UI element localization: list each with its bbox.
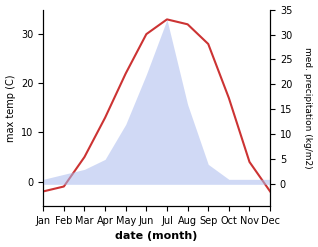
X-axis label: date (month): date (month) <box>115 231 198 242</box>
Y-axis label: max temp (C): max temp (C) <box>5 74 16 142</box>
Y-axis label: med. precipitation (kg/m2): med. precipitation (kg/m2) <box>303 47 313 169</box>
